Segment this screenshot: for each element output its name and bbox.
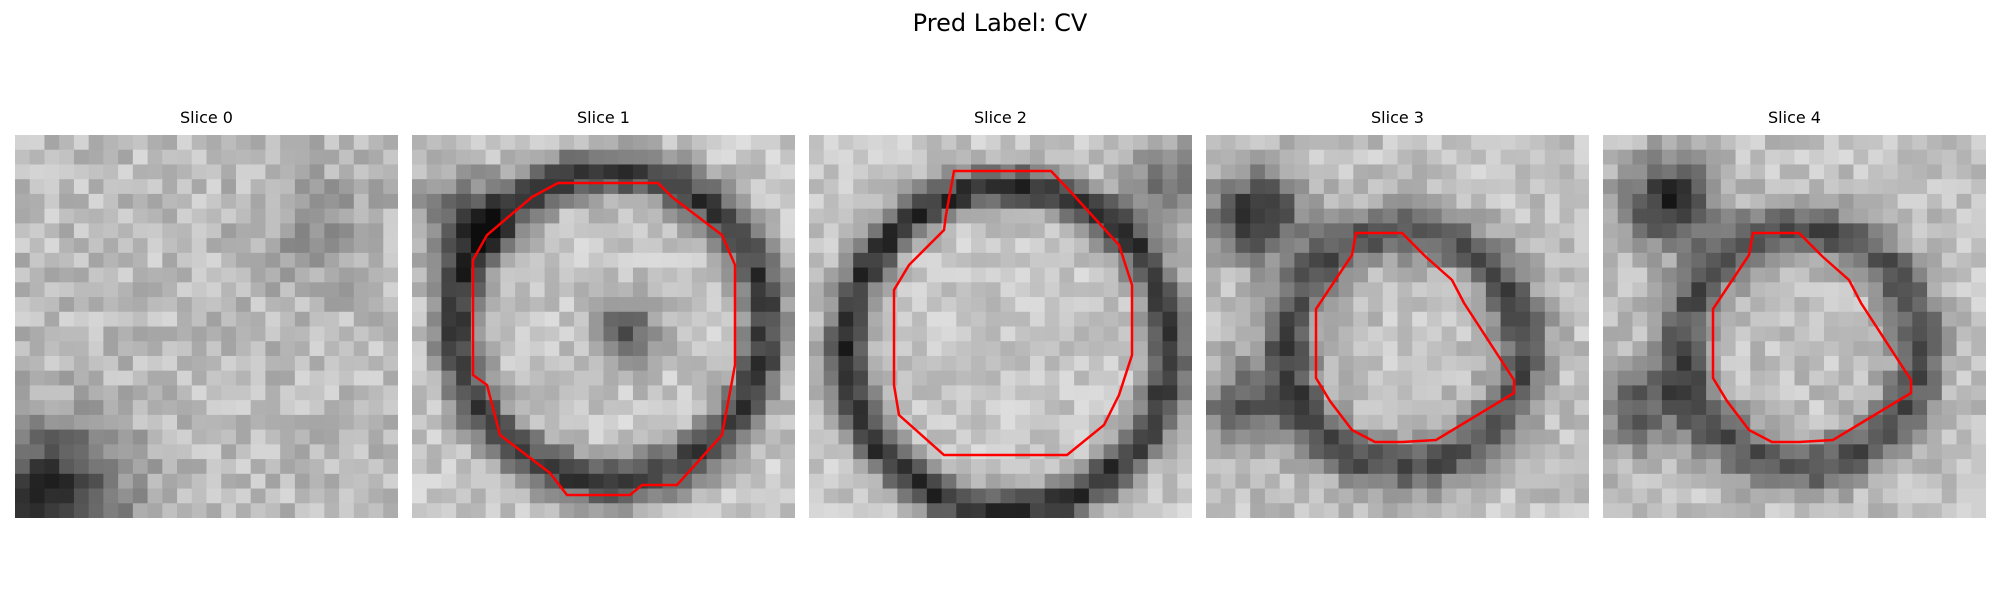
slice-title: Slice 0 <box>180 108 233 127</box>
slice-title: Slice 1 <box>577 108 630 127</box>
slice-image <box>1206 135 1589 518</box>
slice-image <box>15 135 398 518</box>
slice-image <box>809 135 1192 518</box>
segmentation-contour <box>471 181 737 497</box>
slice-image <box>1603 135 1986 518</box>
slice-panel-4: Slice 4 <box>1603 108 1986 518</box>
slice-title: Slice 4 <box>1768 108 1821 127</box>
slice-panel-0: Slice 0 <box>15 108 398 518</box>
slice-title: Slice 3 <box>1371 108 1424 127</box>
slice-title: Slice 2 <box>974 108 1027 127</box>
figure-title: Pred Label: CV <box>912 9 1088 37</box>
slice-panel-2: Slice 2 <box>809 108 1192 518</box>
segmentation-contour <box>892 169 1134 457</box>
slice-panel-3: Slice 3 <box>1206 108 1589 518</box>
segmentation-contour <box>1711 231 1913 444</box>
slice-image <box>412 135 795 518</box>
slice-panel-1: Slice 1 <box>412 108 795 518</box>
segmentation-contour <box>1314 231 1516 444</box>
